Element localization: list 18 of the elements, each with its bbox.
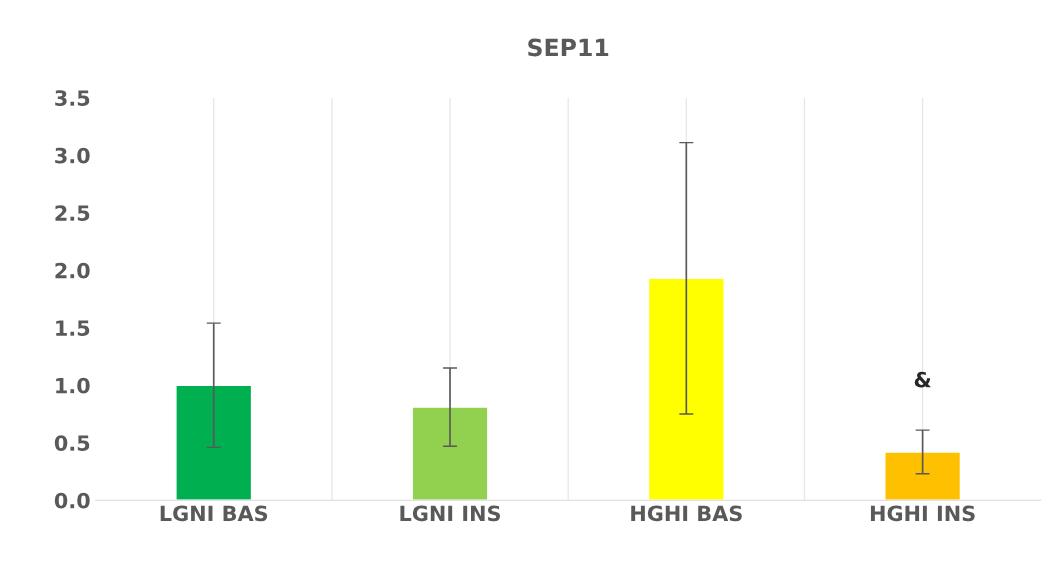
y-tick-label: 3.5	[55, 90, 90, 106]
y-tick-label: 2.5	[55, 205, 90, 221]
bar	[884, 451, 962, 501]
x-tick-label: HGHI INS	[870, 505, 975, 522]
x-tick-label: LGNI INS	[400, 505, 500, 522]
bar	[411, 406, 489, 501]
y-tick-label: 3.0	[55, 147, 90, 164]
x-tick-label: LGNI BAS	[160, 505, 268, 522]
y-tick-label: 0.5	[54, 435, 90, 451]
y-tick-label: 1.5	[56, 320, 90, 336]
annotation: &	[914, 371, 931, 388]
y-tick-label: 0.0	[54, 492, 90, 509]
bar	[175, 384, 253, 501]
x-tick-label: HGHI BAS	[631, 505, 742, 522]
y-tick-label: 1.0	[56, 377, 90, 394]
chart-title: SEP11	[528, 38, 609, 57]
y-tick-label: 2.0	[55, 262, 90, 279]
bar	[647, 277, 725, 501]
